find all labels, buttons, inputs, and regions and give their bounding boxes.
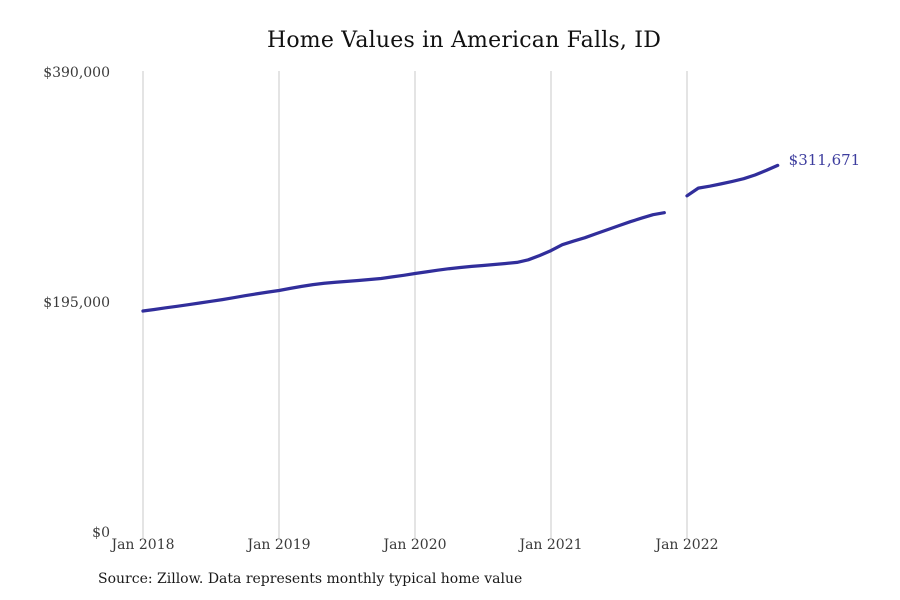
y-axis-tick-label: $195,000: [43, 295, 110, 311]
chart-title: Home Values in American Falls, ID: [266, 28, 662, 53]
x-axis-tick-label: Jan 2018: [111, 537, 175, 553]
x-axis-tick-label: Jan 2019: [247, 537, 311, 553]
x-axis-tick-label: Jan 2022: [655, 537, 719, 553]
end-value-label: $311,671: [788, 151, 861, 170]
home-value-line-series: [141, 211, 666, 313]
x-axis-tick-label: Jan 2021: [519, 537, 583, 553]
y-axis-tick-label: $390,000: [43, 65, 110, 81]
source-note: Source: Zillow. Data represents monthly …: [98, 571, 523, 587]
home-value-line-series: [685, 163, 780, 198]
x-axis-tick-label: Jan 2020: [383, 537, 447, 553]
y-axis-tick-label: $0: [92, 525, 110, 541]
